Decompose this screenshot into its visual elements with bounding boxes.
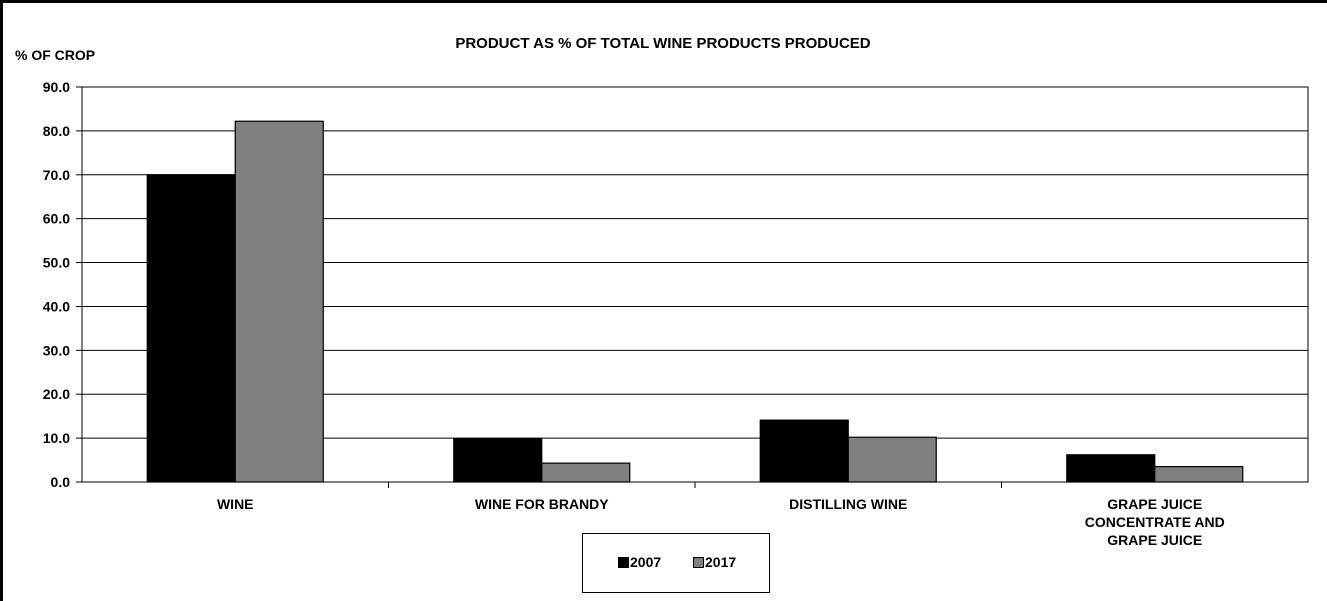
- bar-2007-3: [1066, 454, 1156, 483]
- bar-2017-3: [1154, 466, 1244, 483]
- x-category-label: GRAPE JUICE: [1107, 496, 1202, 512]
- bar-2017-1: [541, 462, 631, 483]
- y-tick-label: 90.0: [43, 79, 70, 95]
- bars: [146, 120, 1244, 483]
- x-category-label: WINE: [217, 496, 254, 512]
- bar-2007-0: [146, 174, 236, 483]
- y-axis-ticks: 0.0 10.0 20.0 30.0 40.0 50.0 60.0 70.0 80.0 90.0: [43, 79, 82, 490]
- x-axis-categories: WINE WINE FOR BRANDY DISTILLING WINE GRAPE …: [217, 496, 1225, 548]
- y-tick-label: 40.0: [43, 298, 70, 314]
- bar-2007-2: [759, 419, 849, 483]
- bar-2007-1: [453, 437, 543, 483]
- y-tick-label: 30.0: [43, 342, 70, 358]
- legend: 2007 2017: [582, 533, 770, 593]
- y-tick-label: 50.0: [43, 255, 70, 271]
- x-category-label: DISTILLING WINE: [789, 496, 907, 512]
- x-category-label: GRAPE JUICE: [1107, 532, 1202, 548]
- chart-title: PRODUCT AS % OF TOTAL WINE PRODUCTS PROD…: [455, 35, 871, 52]
- axes: [81, 86, 1309, 488]
- y-tick-label: 20.0: [43, 386, 70, 402]
- y-tick-label: 60.0: [43, 211, 70, 227]
- y-tick-label: 0.0: [51, 474, 71, 490]
- y-tick-label: 80.0: [43, 123, 70, 139]
- x-category-label: CONCENTRATE AND: [1085, 514, 1225, 530]
- y-axis-label: % OF CROP: [15, 47, 96, 63]
- legend-label-2017: 2017: [705, 554, 737, 570]
- legend-label-2007: 2007: [630, 554, 662, 570]
- legend-swatch-2017: [693, 557, 704, 568]
- bar-2017-2: [847, 436, 937, 483]
- legend-swatch-2007: [618, 557, 629, 568]
- y-tick-label: 70.0: [43, 167, 70, 183]
- x-category-label: WINE FOR BRANDY: [475, 496, 609, 512]
- y-tick-label: 10.0: [43, 430, 70, 446]
- bar-2017-0: [234, 120, 324, 483]
